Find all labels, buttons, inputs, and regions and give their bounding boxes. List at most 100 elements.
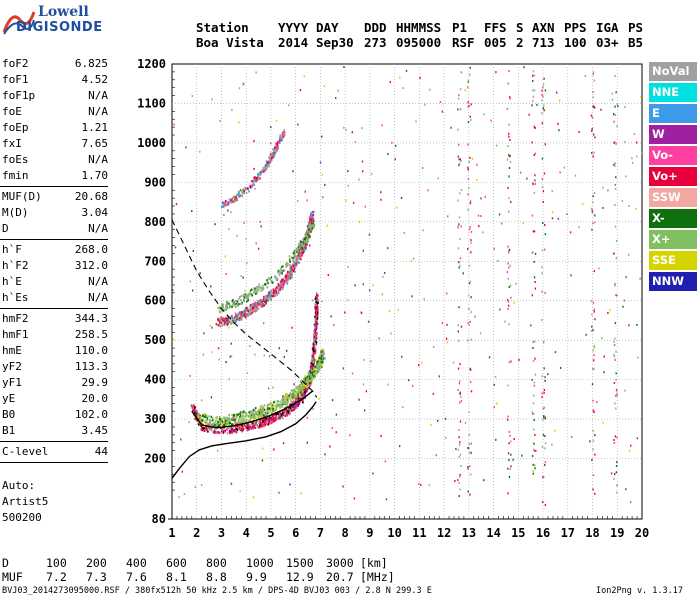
echo-point xyxy=(304,234,307,238)
noise-point xyxy=(402,406,404,409)
echo-point xyxy=(242,418,245,421)
echo-point xyxy=(286,413,288,416)
echo-point xyxy=(226,432,229,435)
echo-point xyxy=(269,416,271,419)
echo-point xyxy=(309,221,312,224)
echo-point xyxy=(239,417,241,420)
echo-point xyxy=(219,321,221,324)
echo-point xyxy=(224,418,227,421)
echo-point xyxy=(236,302,239,305)
echo-point xyxy=(308,231,311,234)
interference-point xyxy=(508,430,511,433)
echo-point xyxy=(210,428,213,431)
noise-point xyxy=(361,127,363,130)
interference-point xyxy=(543,475,545,478)
echo-point xyxy=(280,136,282,139)
noise-point xyxy=(611,98,614,101)
interference-point xyxy=(543,367,545,370)
echo-point xyxy=(264,423,267,427)
noise-point xyxy=(242,276,244,279)
echo-point xyxy=(278,289,280,292)
noise-point xyxy=(592,488,594,491)
interference-point xyxy=(469,280,472,283)
echo-point xyxy=(277,146,279,149)
echo-point xyxy=(308,370,311,373)
autoscaling-info: Auto: Artist5 500200 xyxy=(2,478,48,526)
interference-point xyxy=(594,214,596,217)
echo-point xyxy=(223,317,225,320)
echo-point xyxy=(247,299,250,302)
noise-point xyxy=(231,109,233,112)
x-tick-label: 19 xyxy=(610,526,624,540)
header-label: S xyxy=(516,20,524,35)
echo-point xyxy=(301,393,303,397)
echo-point xyxy=(245,413,247,416)
noise-point xyxy=(372,284,374,287)
noise-point xyxy=(358,178,360,181)
echo-point xyxy=(316,305,319,309)
echo-point xyxy=(290,399,292,402)
echo-point xyxy=(197,420,199,424)
header-value: 005 xyxy=(484,35,507,50)
echo-point xyxy=(235,318,238,321)
echo-point xyxy=(314,325,316,328)
distance-value: 1500 xyxy=(286,556,314,570)
echo-point xyxy=(210,415,213,419)
interference-point xyxy=(532,100,534,103)
echo-point xyxy=(311,212,313,215)
echo-point xyxy=(259,420,262,423)
noise-point xyxy=(410,259,413,262)
noise-point xyxy=(557,122,559,125)
interference-point xyxy=(531,74,534,77)
echo-point xyxy=(306,229,308,233)
echo-point xyxy=(314,350,317,353)
interference-point xyxy=(457,324,459,327)
echo-point xyxy=(314,313,317,316)
echo-point xyxy=(246,425,249,429)
interference-point xyxy=(533,448,535,451)
interference-point xyxy=(542,407,544,410)
echo-point xyxy=(316,298,319,302)
echo-point xyxy=(283,283,285,286)
echo-point xyxy=(245,418,248,421)
echo-point xyxy=(248,190,250,193)
noise-point xyxy=(470,230,473,233)
interference-point xyxy=(533,384,536,387)
echo-point xyxy=(270,421,273,424)
param-row: fmin 1.70 xyxy=(0,168,112,184)
echo-point xyxy=(246,293,249,297)
echo-point xyxy=(246,314,249,317)
noise-point xyxy=(467,467,469,470)
echo-point xyxy=(235,313,238,316)
noise-point xyxy=(380,191,382,194)
echo-point xyxy=(203,414,206,417)
noise-point xyxy=(324,453,326,456)
noise-point xyxy=(432,392,435,395)
param-divider xyxy=(0,441,108,442)
interference-point xyxy=(508,135,510,138)
interference-point xyxy=(590,207,593,210)
echo-point xyxy=(273,153,276,156)
param-row: foEs N/A xyxy=(0,152,112,168)
noise-point xyxy=(419,483,422,486)
header-label: IGA xyxy=(596,20,619,35)
echo-point xyxy=(306,233,309,236)
echo-point xyxy=(291,408,294,411)
param-row: yF2 113.3 xyxy=(0,359,112,375)
noise-point xyxy=(200,399,203,402)
echo-point xyxy=(297,386,299,389)
echo-point xyxy=(302,393,304,396)
interference-point xyxy=(460,325,463,328)
echo-point xyxy=(298,256,301,259)
interference-point xyxy=(510,200,512,203)
echo-point xyxy=(268,160,270,163)
noise-point xyxy=(183,493,186,496)
echo-point xyxy=(282,134,285,137)
interference-point xyxy=(591,210,593,213)
interference-point xyxy=(614,358,616,361)
echo-point xyxy=(190,404,193,407)
interference-point xyxy=(470,241,472,244)
echo-point xyxy=(307,377,310,380)
echo-point xyxy=(312,347,315,350)
noise-point xyxy=(603,371,605,374)
